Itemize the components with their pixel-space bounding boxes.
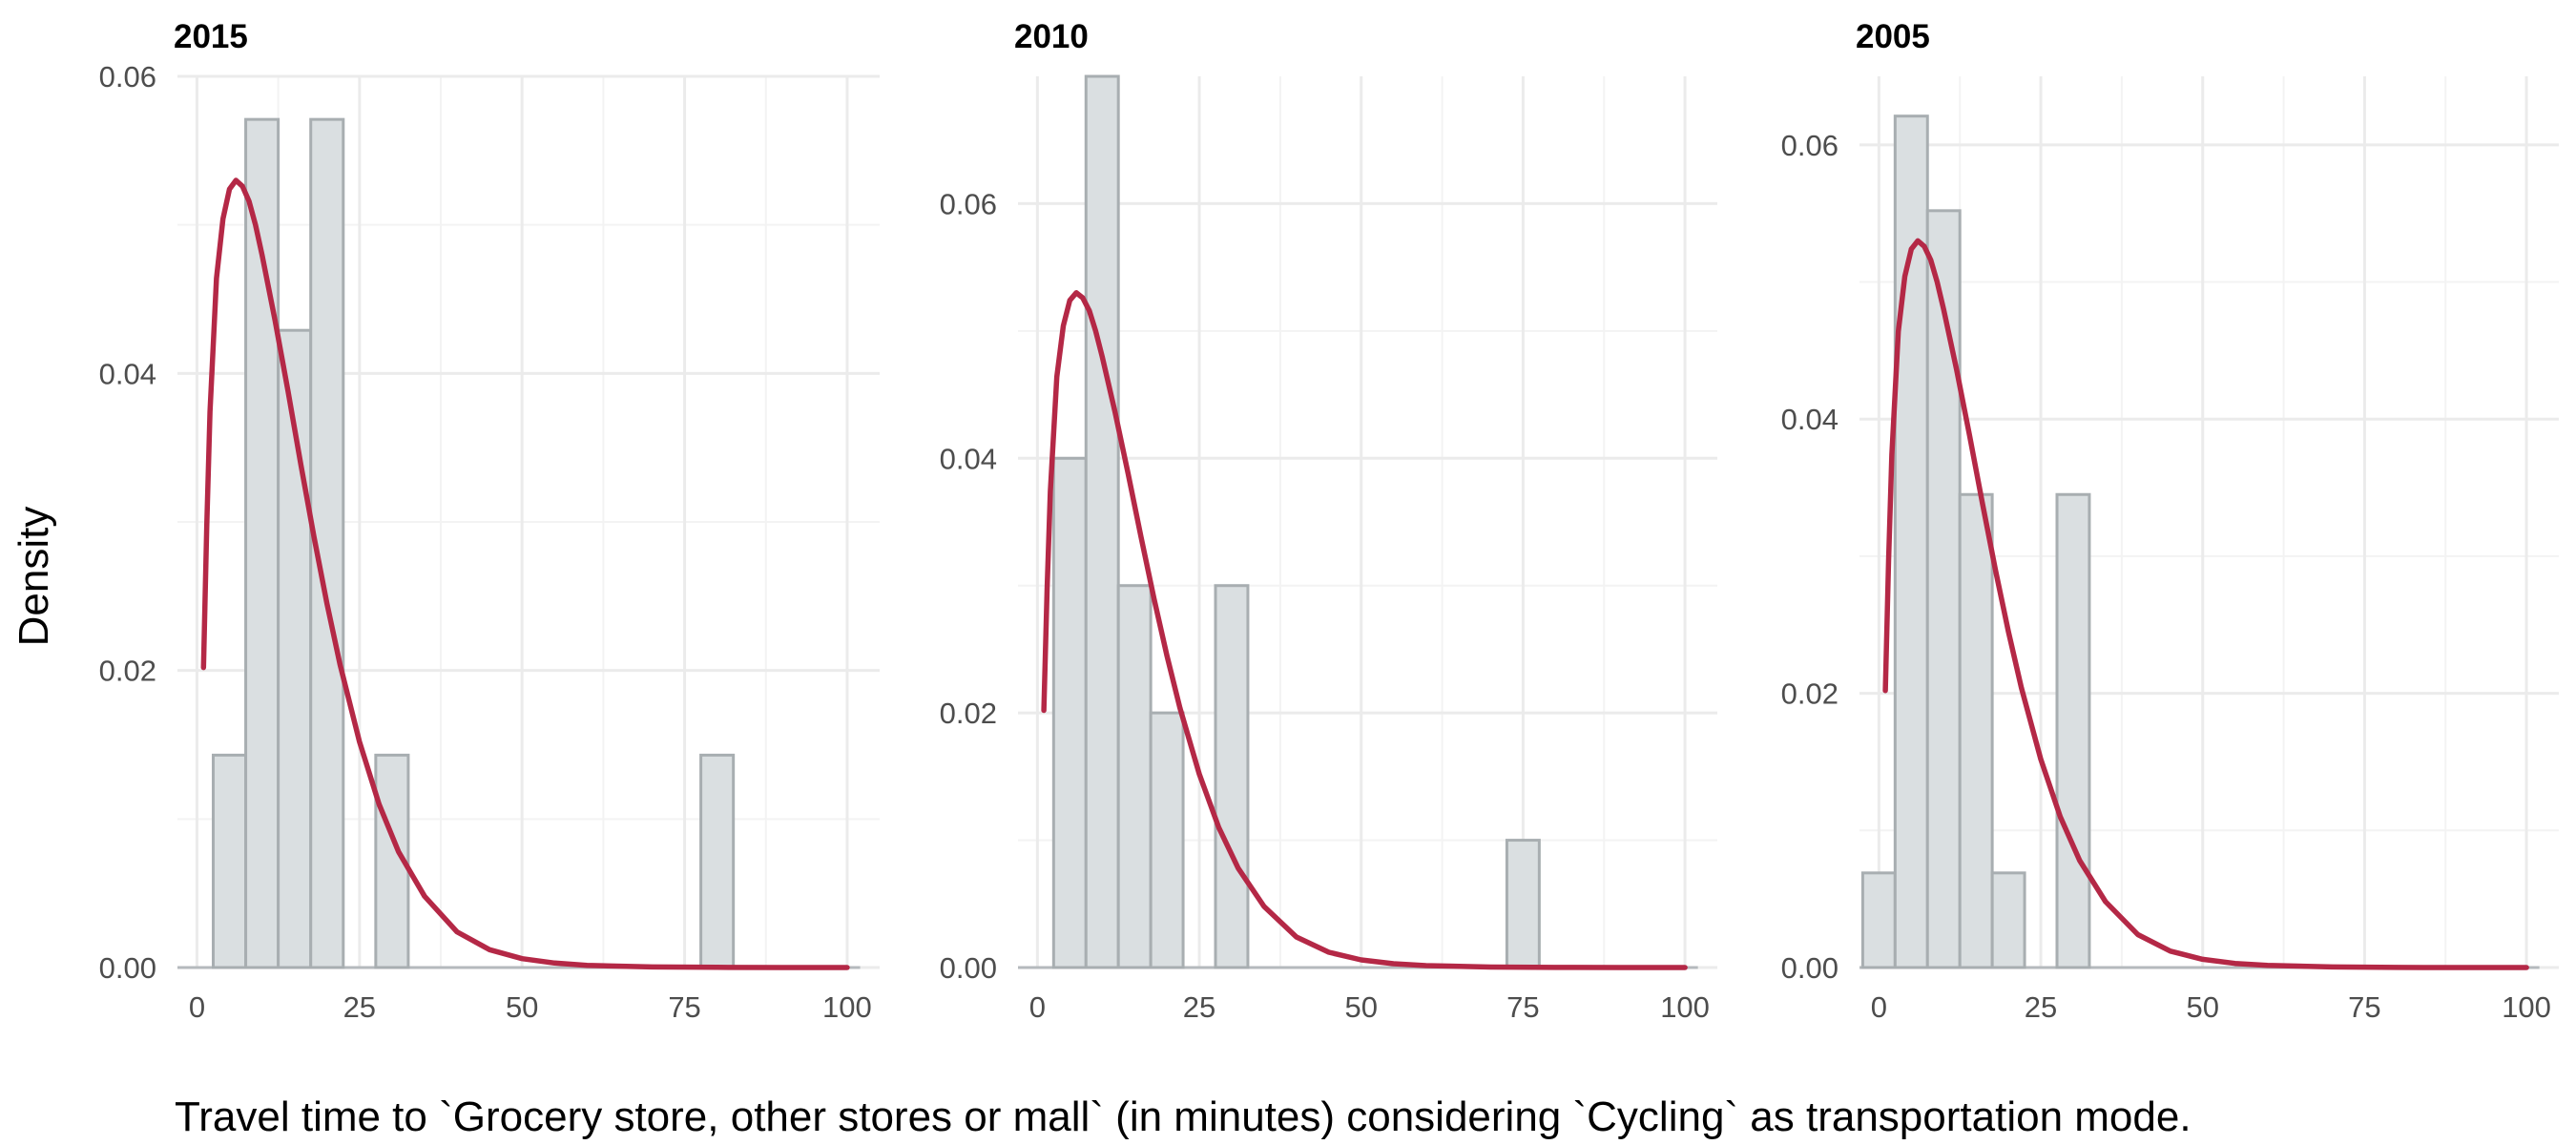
histogram-bar bbox=[1149, 711, 1185, 969]
y-tick-label: 0.06 bbox=[1781, 129, 1839, 162]
y-tick-label: 0.00 bbox=[940, 951, 997, 985]
y-tick-label: 0.04 bbox=[1781, 403, 1839, 436]
y-tick-label: 0.00 bbox=[99, 951, 156, 985]
panel-2015: 2015 0.00 0.02 0.04 0.06 0 25 50 75 100 bbox=[99, 18, 880, 1024]
x-tick-label: 50 bbox=[1344, 990, 1377, 1024]
x-tick-label: 100 bbox=[2502, 990, 2551, 1024]
histogram-bar bbox=[1990, 871, 2026, 969]
histogram-bar bbox=[1116, 584, 1153, 969]
x-tick-label: 0 bbox=[1871, 990, 1887, 1024]
histogram-bar bbox=[1214, 584, 1250, 969]
x-tick-label: 0 bbox=[1029, 990, 1046, 1024]
histogram-bar bbox=[1860, 871, 1897, 969]
y-tick-label: 0.02 bbox=[940, 697, 997, 730]
histogram-bar bbox=[1925, 209, 1962, 969]
y-tick-label: 0.06 bbox=[940, 187, 997, 220]
panel-2010: 2010 0.00 0.02 0.04 0.06 0 25 50 75 100 bbox=[940, 18, 1717, 1024]
x-tick-label: 100 bbox=[822, 990, 872, 1024]
x-tick-label: 25 bbox=[2025, 990, 2057, 1024]
density-curve bbox=[200, 177, 850, 970]
x-tick-label: 50 bbox=[2186, 990, 2218, 1024]
histogram-bar bbox=[2055, 492, 2091, 969]
histogram-bar bbox=[1051, 456, 1088, 969]
y-tick-label: 0.04 bbox=[99, 357, 156, 390]
x-tick-label: 75 bbox=[1506, 990, 1539, 1024]
panel-title: 2010 bbox=[1014, 18, 1089, 55]
density-curve bbox=[1041, 290, 1688, 970]
x-tick-label: 0 bbox=[189, 990, 205, 1024]
x-tick-label: 25 bbox=[343, 990, 376, 1024]
histogram-bar bbox=[1958, 492, 1994, 969]
x-tick-label: 50 bbox=[506, 990, 538, 1024]
panel-title: 2015 bbox=[174, 18, 248, 55]
histogram-bar bbox=[1084, 74, 1120, 969]
x-tick-label: 25 bbox=[1183, 990, 1215, 1024]
x-axis-title: Travel time to `Grocery store, other sto… bbox=[175, 1093, 2192, 1140]
panel-2005: 2005 0.00 0.02 0.04 0.06 0 25 50 75 100 bbox=[1781, 18, 2559, 1024]
histogram-bar bbox=[211, 753, 248, 969]
density-curve bbox=[1882, 238, 2529, 970]
panel-title: 2005 bbox=[1856, 18, 1930, 55]
y-tick-label: 0.02 bbox=[1781, 677, 1839, 711]
y-tick-label: 0.04 bbox=[940, 442, 997, 475]
x-tick-label: 100 bbox=[1660, 990, 1710, 1024]
y-tick-label: 0.06 bbox=[99, 60, 156, 94]
x-tick-label: 75 bbox=[2348, 990, 2380, 1024]
histogram-bar bbox=[699, 753, 736, 969]
histogram-bar bbox=[1505, 839, 1541, 969]
y-tick-label: 0.02 bbox=[99, 655, 156, 688]
y-tick-label: 0.00 bbox=[1781, 951, 1839, 985]
panels: 2015 0.00 0.02 0.04 0.06 0 25 50 75 100 2010 0.00 0.… bbox=[99, 18, 2559, 1024]
y-axis-title: Density bbox=[10, 507, 57, 647]
x-tick-label: 75 bbox=[668, 990, 700, 1024]
